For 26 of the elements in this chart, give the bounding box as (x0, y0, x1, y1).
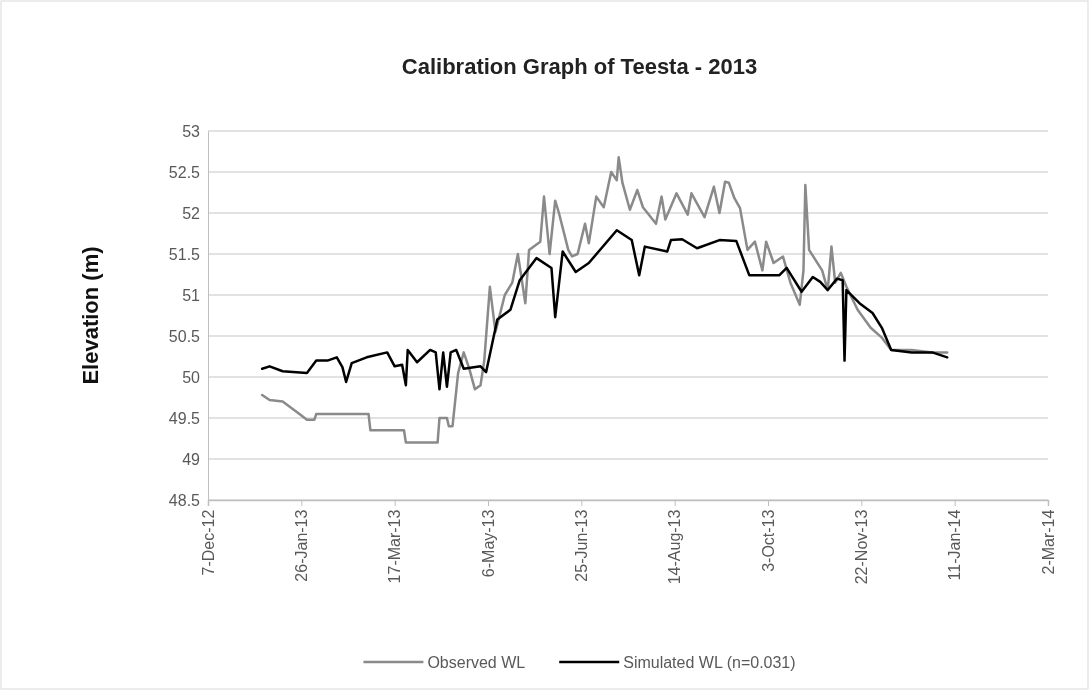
y-tick-label: 49 (182, 450, 201, 468)
y-tick-label: 51 (182, 286, 201, 304)
y-tick-label: 52.5 (168, 163, 201, 181)
y-tick-label: 53 (182, 122, 201, 140)
y-tick-label: 50 (182, 368, 201, 386)
y-tick-label: 52 (182, 204, 201, 222)
line-series (260, 155, 949, 444)
x-tick-label: 3-Oct-13 (759, 509, 777, 572)
x-tick-label: 22-Nov-13 (853, 509, 871, 585)
y-tick-label: 49.5 (168, 409, 201, 427)
y-tick-label: 51.5 (168, 245, 201, 263)
line-series (260, 228, 949, 391)
x-tick-label: 11-Jan-14 (946, 509, 964, 581)
y-tick-label: 48.5 (168, 491, 201, 509)
x-tick-label: 7-Dec-12 (199, 509, 217, 576)
x-tick-label: 2-Mar-14 (1039, 509, 1057, 575)
y-axis-title: Elevation (m) (78, 246, 103, 385)
legend-label: Simulated WL (n=0.031) (623, 654, 796, 671)
chart-title: Calibration Graph of Teesta - 2013 (401, 54, 758, 79)
y-tick-label: 50.5 (168, 327, 201, 345)
legend-label: Observed WL (427, 654, 526, 671)
x-tick-label: 17-Mar-13 (386, 509, 404, 584)
x-tick-label: 26-Jan-13 (293, 509, 311, 582)
x-tick-label: 6-May-13 (479, 509, 497, 578)
x-tick-label: 14-Aug-13 (666, 509, 684, 585)
x-tick-label: 25-Jun-13 (573, 509, 591, 582)
